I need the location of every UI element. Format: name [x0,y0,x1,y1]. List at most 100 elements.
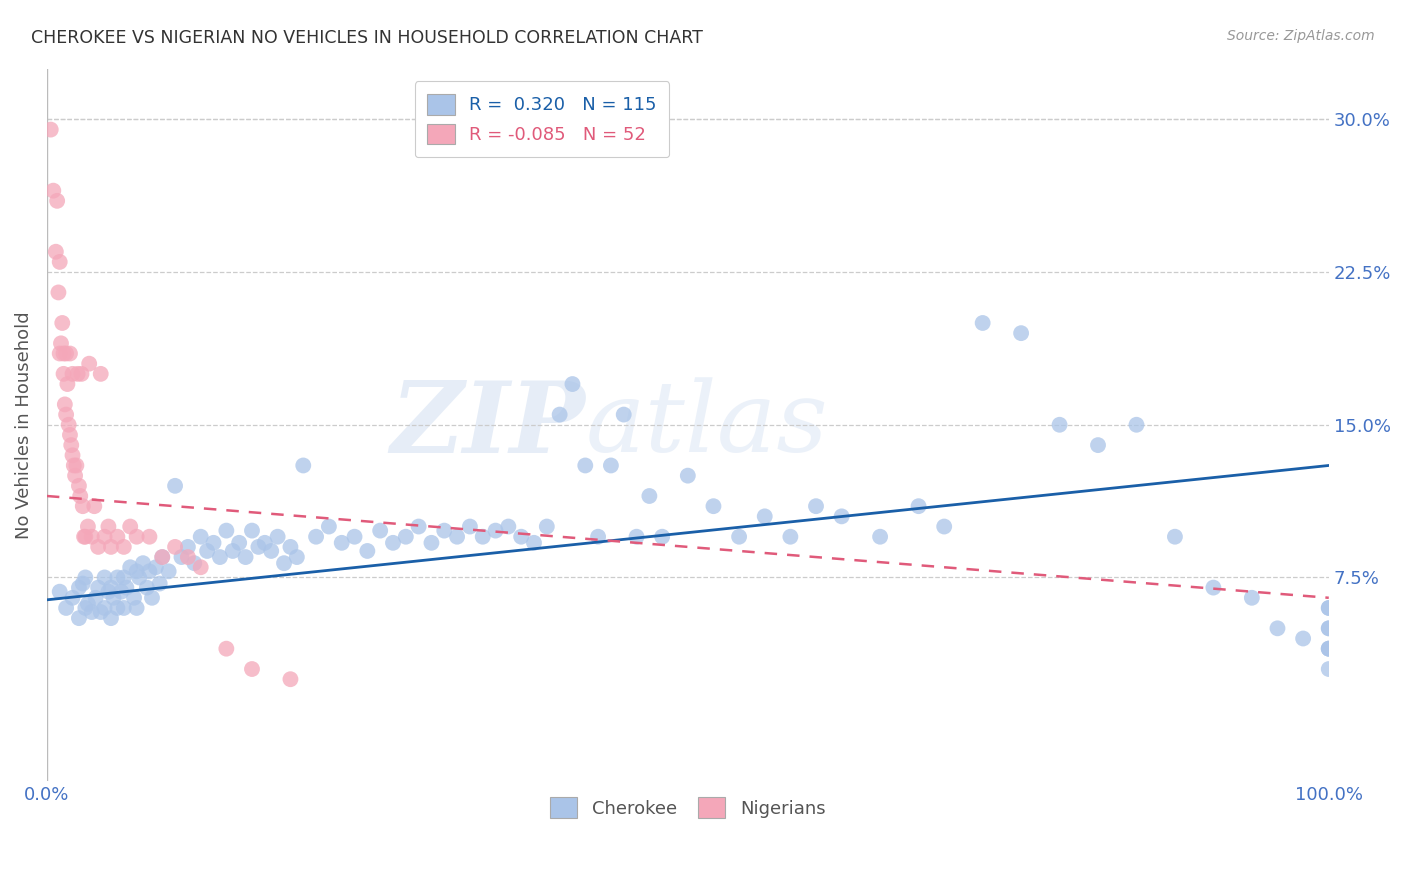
Point [561,377,583,392]
Point [869,530,891,544]
Point [69,489,91,503]
Point [183,556,205,570]
Point [280,540,302,554]
Point [125,564,148,578]
Point [273,556,295,570]
Point [235,550,257,565]
Point [343,530,366,544]
Point [87,581,110,595]
Point [779,530,801,544]
Point [55,346,77,360]
Point [73,530,96,544]
Point [135,581,157,595]
Point [285,550,308,565]
Point [72,576,94,591]
Point [831,509,853,524]
Point [45,244,67,259]
Point [48,584,70,599]
Point [471,530,494,544]
Point [141,591,163,605]
Point [67,479,90,493]
Point [138,530,160,544]
Point [66,367,89,381]
Point [48,285,70,300]
Point [48,346,70,360]
Point [972,316,994,330]
Point [62,458,84,473]
Point [125,601,148,615]
Text: Source: ZipAtlas.com: Source: ZipAtlas.com [1227,29,1375,43]
Point [1317,621,1340,635]
Point [112,570,135,584]
Point [1049,417,1071,432]
Point [60,438,83,452]
Point [190,530,212,544]
Point [67,611,90,625]
Point [702,499,724,513]
Point [84,591,107,605]
Point [934,519,956,533]
Point [510,530,533,544]
Point [59,346,82,360]
Point [77,357,100,371]
Point [49,336,72,351]
Point [59,428,82,442]
Point [75,530,97,544]
Point [1202,581,1225,595]
Point [498,519,520,533]
Point [165,479,187,493]
Point [55,601,77,615]
Point [115,581,138,595]
Point [63,468,86,483]
Point [208,550,231,565]
Point [157,564,180,578]
Point [70,367,93,381]
Point [266,530,288,544]
Point [105,570,128,584]
Point [110,584,132,599]
Point [446,530,468,544]
Point [253,536,276,550]
Point [907,499,929,513]
Point [83,499,105,513]
Point [87,540,110,554]
Point [55,408,77,422]
Point [754,509,776,524]
Point [170,550,193,565]
Point [80,530,103,544]
Point [240,524,263,538]
Point [228,536,250,550]
Point [330,536,353,550]
Point [100,581,122,595]
Point [1317,641,1340,656]
Point [120,519,142,533]
Point [368,524,391,538]
Text: atlas: atlas [585,377,828,473]
Point [215,524,238,538]
Point [804,499,827,513]
Point [382,536,405,550]
Point [138,564,160,578]
Point [100,611,122,625]
Point [728,530,751,544]
Point [93,570,115,584]
Point [1292,632,1315,646]
Point [395,530,418,544]
Point [128,570,150,584]
Point [190,560,212,574]
Point [52,367,75,381]
Point [149,576,172,591]
Point [484,524,506,538]
Point [145,560,167,574]
Text: CHEROKEE VS NIGERIAN NO VEHICLES IN HOUSEHOLD CORRELATION CHART: CHEROKEE VS NIGERIAN NO VEHICLES IN HOUS… [31,29,703,46]
Y-axis label: No Vehicles in Household: No Vehicles in Household [15,311,32,539]
Point [103,591,125,605]
Point [1317,601,1340,615]
Point [523,536,546,550]
Point [90,605,112,619]
Point [260,544,283,558]
Point [613,408,636,422]
Point [240,662,263,676]
Point [62,591,84,605]
Point [1240,591,1263,605]
